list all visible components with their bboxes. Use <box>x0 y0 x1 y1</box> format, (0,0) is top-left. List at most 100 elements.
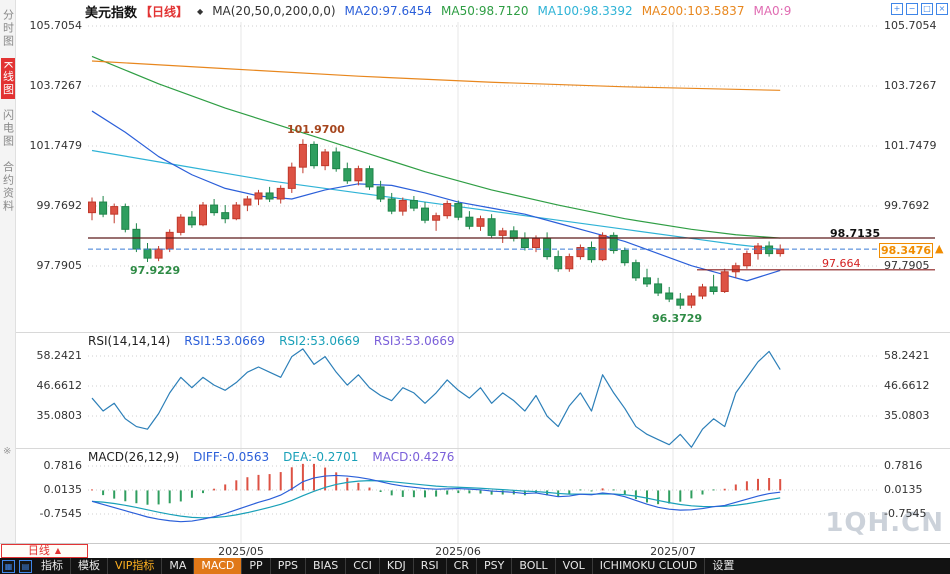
axis-label: 46.6612 <box>884 379 930 392</box>
candle-body <box>187 216 196 226</box>
axis-label: 35.0803 <box>36 409 83 422</box>
candle-body <box>165 231 174 250</box>
candle-body <box>665 292 674 300</box>
diff-line <box>91 474 781 523</box>
axis-label: 99.7692 <box>36 199 83 212</box>
macd-value-3: MACD:0.4276 <box>372 450 455 464</box>
candle-body <box>742 253 751 267</box>
candle-body <box>432 215 441 221</box>
candle-body <box>720 271 729 292</box>
toolbar-item-vol[interactable]: VOL <box>554 558 592 574</box>
candle-body <box>210 204 219 214</box>
axis-label: -0.7545 <box>39 506 82 520</box>
scroll-to-latest-icon[interactable]: ▲ <box>935 242 944 255</box>
axis-label: -0.7545 <box>884 506 927 520</box>
toolbar-item-ma[interactable]: MA <box>161 558 193 574</box>
axis-label: 103.7267 <box>884 78 937 92</box>
toolbar-item-psy[interactable]: PSY <box>476 558 511 574</box>
candle-body <box>565 256 574 270</box>
candle-body <box>99 201 108 215</box>
macd-values: DIFF:-0.0563 DEA:-0.2701 MACD:0.4276 <box>193 450 454 464</box>
candle-body <box>421 207 429 221</box>
ma200-line <box>91 60 781 91</box>
swing-high-label: 101.9700 <box>287 123 345 136</box>
axis-label: 0.7816 <box>43 458 83 472</box>
candle-body <box>310 143 318 167</box>
toolbar-item-pps[interactable]: PPS <box>269 558 305 574</box>
candle-body <box>232 204 241 220</box>
toolbar-item-cr[interactable]: CR <box>445 558 476 574</box>
candle-body <box>332 151 341 170</box>
candle-body <box>509 230 518 239</box>
candle-body <box>643 277 651 285</box>
zoom-out-icon[interactable]: − <box>906 3 918 15</box>
candle-body <box>465 216 474 227</box>
candle-body <box>532 237 540 249</box>
candle-body <box>709 286 718 292</box>
toolbar-item-kdj[interactable]: KDJ <box>378 558 413 574</box>
macd-pane-settings-icon[interactable]: ※ <box>3 446 12 457</box>
axis-label: 0.0135 <box>884 483 923 496</box>
macd-title[interactable]: MACD(26,12,9) <box>88 450 180 464</box>
axis-label: 103.7267 <box>29 78 83 92</box>
toolbar-item-templates[interactable]: 模板 <box>70 558 107 574</box>
axis-label: 0.7816 <box>884 458 923 472</box>
candle-body <box>387 198 396 212</box>
axis-label: 101.7479 <box>29 139 83 152</box>
candle-body <box>221 212 230 220</box>
toolbar-item-cci[interactable]: CCI <box>345 558 379 574</box>
macd-value-2: DEA:-0.2701 <box>283 450 359 464</box>
ma-value-2: MA100:98.3392 <box>537 4 633 18</box>
candle-body <box>376 186 385 200</box>
pane-layout-icon[interactable]: □ <box>921 3 933 15</box>
sidebar-item-lightning[interactable]: 闪电图 <box>1 109 15 149</box>
candle-body <box>598 234 607 261</box>
candle-body <box>487 218 496 236</box>
candle-body <box>343 168 352 182</box>
symbol-name: 美元指数 <box>85 5 138 21</box>
axis-label: 0.0135 <box>43 483 83 496</box>
sidebar-item-contract-info[interactable]: 合约资料 <box>1 161 15 214</box>
candle-body <box>398 200 407 212</box>
candle-body <box>443 203 452 217</box>
indicator-panel-icon[interactable]: ▤ <box>19 559 32 573</box>
toolbar-item-bias[interactable]: BIAS <box>304 558 345 574</box>
candle-body <box>654 283 663 294</box>
toolbar-item-settings[interactable]: 设置 <box>704 558 741 574</box>
rsi-title[interactable]: RSI(14,14,14) <box>88 334 171 348</box>
sidebar-item-kline[interactable]: K线图 <box>0 58 15 100</box>
sidebar-item-timeshare[interactable]: 分时图 <box>1 9 15 48</box>
period-selector[interactable]: 日线 ▲ <box>1 544 88 558</box>
candle-body <box>265 192 274 200</box>
macd-value-1: DIFF:-0.0563 <box>193 450 270 464</box>
toolbar-item-macd[interactable]: MACD <box>193 558 242 574</box>
toolbar-item-ichimoku[interactable]: ICHIMOKU CLOUD <box>591 558 705 574</box>
x-axis-label: 2025/06 <box>435 545 481 558</box>
candle-body <box>731 265 740 273</box>
ma-parameters-label[interactable]: MA(20,50,0,200,0,0) <box>212 4 336 18</box>
close-pane-icon[interactable]: × <box>936 3 948 15</box>
period-tag[interactable]: 【日线】 <box>140 4 189 19</box>
zoom-in-icon[interactable]: + <box>891 3 903 15</box>
macd-pane-header: MACD(26,12,9) DIFF:-0.0563 DEA:-0.2701 MAC… <box>88 450 454 464</box>
rsi-value-1: RSI1:53.0669 <box>184 334 266 348</box>
toolbar-item-boll[interactable]: BOLL <box>511 558 554 574</box>
axis-label: 46.6612 <box>36 379 83 392</box>
candle-body <box>687 295 696 306</box>
toolbar-item-vip[interactable]: VIP指标 <box>107 558 161 574</box>
window-controls: + − □ × <box>891 3 948 15</box>
toolbar-item-indicators[interactable]: 指标 <box>41 559 63 572</box>
toolbar-item-pp[interactable]: PP <box>241 558 269 574</box>
ma100-line <box>91 149 781 250</box>
indicator-grid-icon[interactable]: ▦ <box>2 559 15 573</box>
axis-label: 105.7054 <box>884 19 937 32</box>
axis-label: 101.7479 <box>884 139 937 152</box>
candle-body <box>609 234 618 252</box>
candle-body <box>254 192 263 200</box>
candle-body <box>576 247 585 258</box>
toolbar-item-rsi[interactable]: RSI <box>412 558 446 574</box>
candle-body <box>154 248 163 259</box>
candle-body <box>554 256 563 270</box>
